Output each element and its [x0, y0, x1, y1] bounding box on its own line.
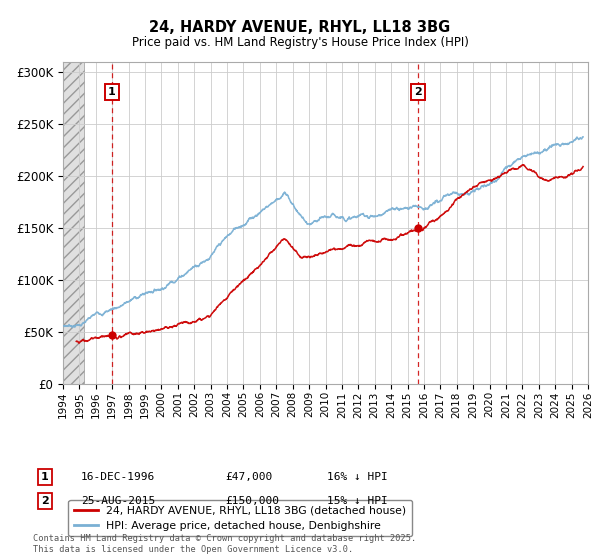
Text: 24, HARDY AVENUE, RHYL, LL18 3BG: 24, HARDY AVENUE, RHYL, LL18 3BG: [149, 20, 451, 35]
Legend: 24, HARDY AVENUE, RHYL, LL18 3BG (detached house), HPI: Average price, detached : 24, HARDY AVENUE, RHYL, LL18 3BG (detach…: [68, 500, 412, 536]
Text: 1: 1: [41, 472, 49, 482]
Text: 2: 2: [415, 87, 422, 97]
Bar: [63, 62, 85, 384]
Text: 16% ↓ HPI: 16% ↓ HPI: [327, 472, 388, 482]
Text: 1: 1: [107, 87, 115, 97]
Text: Contains HM Land Registry data © Crown copyright and database right 2025.
This d: Contains HM Land Registry data © Crown c…: [33, 534, 416, 554]
Text: 15% ↓ HPI: 15% ↓ HPI: [327, 496, 388, 506]
Text: 16-DEC-1996: 16-DEC-1996: [81, 472, 155, 482]
Text: 25-AUG-2015: 25-AUG-2015: [81, 496, 155, 506]
Text: £150,000: £150,000: [225, 496, 279, 506]
Text: Price paid vs. HM Land Registry's House Price Index (HPI): Price paid vs. HM Land Registry's House …: [131, 36, 469, 49]
Text: 2: 2: [41, 496, 49, 506]
Text: £47,000: £47,000: [225, 472, 272, 482]
